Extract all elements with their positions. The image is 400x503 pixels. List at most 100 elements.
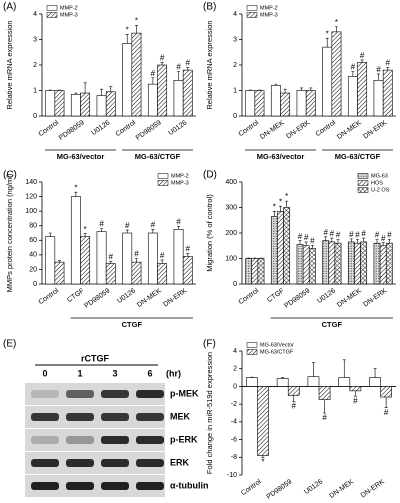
- error-bar: [381, 242, 385, 246]
- bar: [147, 83, 158, 117]
- bar: [338, 377, 351, 387]
- error-bar: [311, 362, 315, 377]
- y-axis-label: Migration (% of control): [205, 194, 214, 272]
- bar: [328, 241, 336, 285]
- error-bar: [83, 233, 87, 237]
- legend-swatch: [157, 173, 169, 179]
- bar: [80, 236, 91, 285]
- error-bar: [160, 259, 164, 264]
- y-tick-label: 4: [33, 11, 37, 18]
- significance-mark: #: [386, 59, 391, 68]
- y-tick-label: 0: [33, 281, 37, 288]
- y-tick-label: 140: [25, 179, 37, 186]
- error-bar: [83, 82, 87, 94]
- bar: [96, 231, 107, 285]
- error-bar: [100, 228, 104, 232]
- significance-mark: *: [285, 192, 288, 201]
- error-bar: [151, 229, 155, 233]
- bar: [254, 90, 265, 117]
- significance-mark: #: [298, 232, 303, 241]
- bar: [302, 245, 310, 285]
- blot-band: [66, 413, 94, 421]
- y-tick-label: -2: [231, 401, 237, 408]
- significance-mark: #: [186, 59, 191, 68]
- significance-mark: #: [361, 229, 366, 238]
- bar: [349, 386, 362, 392]
- error-bar: [100, 88, 104, 96]
- blot-band: [31, 459, 59, 467]
- bar: [360, 241, 368, 285]
- bar: [257, 386, 269, 456]
- significance-mark: *: [261, 457, 264, 466]
- significance-mark: #: [322, 413, 327, 422]
- error-bar: [261, 455, 265, 458]
- bar: [246, 377, 258, 387]
- y-tick-label: 3: [33, 36, 37, 43]
- bar: [131, 32, 142, 117]
- significance-mark: #: [351, 62, 356, 71]
- bar: [347, 241, 355, 285]
- blot-band: [136, 413, 164, 421]
- significance-mark: #: [125, 221, 130, 230]
- blot-strip: [25, 406, 165, 428]
- error-bar: [351, 71, 355, 77]
- y-tick-label: 0: [33, 113, 37, 120]
- bar: [296, 244, 304, 285]
- y-tick-label: 400: [225, 179, 237, 186]
- bar: [173, 80, 184, 117]
- y-axis-label: Relative mRNA expression: [5, 20, 14, 109]
- error-bar: [186, 67, 190, 71]
- legend-swatch: [246, 342, 258, 348]
- bar: [70, 196, 81, 285]
- bar: [105, 91, 116, 117]
- legend-swatch: [357, 180, 369, 186]
- error-bar: [324, 236, 328, 241]
- blot-band: [101, 390, 129, 398]
- bar: [276, 378, 289, 387]
- bar: [331, 31, 342, 117]
- blot-band: [66, 436, 94, 444]
- bar: [385, 242, 393, 285]
- y-tick-label: 1: [233, 87, 237, 94]
- error-bar: [177, 226, 181, 230]
- lane-label: 6: [147, 368, 152, 378]
- group-label: MG-63/vector: [57, 152, 105, 161]
- significance-mark: #: [160, 54, 165, 63]
- error-bar: [330, 237, 334, 242]
- error-bar: [109, 261, 113, 264]
- significance-mark: #: [323, 228, 328, 237]
- significance-mark: #: [360, 51, 365, 60]
- bar: [308, 248, 316, 285]
- bar: [307, 376, 320, 387]
- significance-mark: *: [279, 197, 282, 206]
- bar: [245, 258, 253, 285]
- lane-label: 3: [112, 368, 117, 378]
- error-bar: [125, 229, 129, 233]
- bar: [131, 261, 142, 285]
- blot-band: [136, 390, 164, 398]
- significance-mark: *: [84, 225, 87, 234]
- bar: [347, 76, 358, 117]
- bar: [173, 229, 184, 285]
- y-axis-label: MMPs protein concentration (ng/ml): [5, 173, 14, 292]
- row-label: α-tubulin: [170, 480, 209, 490]
- panel-label: (F): [203, 339, 216, 350]
- legend-swatch: [246, 5, 258, 11]
- blot-band: [31, 436, 59, 444]
- legend-label: MMP-3: [60, 12, 78, 18]
- group-label: MG-63/CTGF: [135, 152, 181, 161]
- error-bar: [125, 34, 129, 44]
- bar: [369, 377, 381, 387]
- panel-label: (B): [203, 2, 216, 13]
- significance-mark: #: [160, 251, 165, 260]
- bar: [157, 64, 168, 117]
- panel-label: (A): [3, 2, 16, 13]
- y-tick-label: 3: [233, 36, 237, 43]
- bar: [373, 80, 384, 117]
- error-bar: [356, 239, 359, 244]
- treatment-label: rCTGF: [81, 353, 110, 363]
- significance-mark: #: [310, 236, 315, 245]
- bar: [354, 242, 361, 285]
- legend-label: MG-63/Vector: [260, 342, 294, 348]
